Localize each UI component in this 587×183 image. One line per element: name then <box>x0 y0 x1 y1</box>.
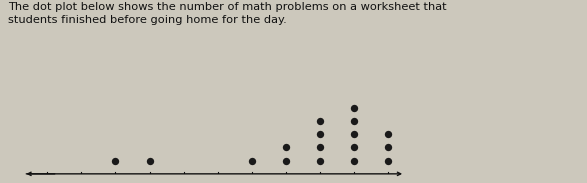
Point <box>383 133 393 136</box>
Point <box>383 146 393 149</box>
Point <box>315 146 325 149</box>
Point <box>349 107 359 109</box>
Point <box>315 159 325 162</box>
Point <box>315 133 325 136</box>
Point <box>315 120 325 123</box>
Point <box>111 159 120 162</box>
Text: The dot plot below shows the number of math problems on a worksheet that
student: The dot plot below shows the number of m… <box>8 2 446 25</box>
Point <box>247 159 257 162</box>
Point <box>145 159 154 162</box>
Point <box>281 159 291 162</box>
Point <box>349 146 359 149</box>
Point <box>349 120 359 123</box>
Point <box>349 159 359 162</box>
Point <box>383 159 393 162</box>
Point <box>281 146 291 149</box>
Point <box>349 133 359 136</box>
